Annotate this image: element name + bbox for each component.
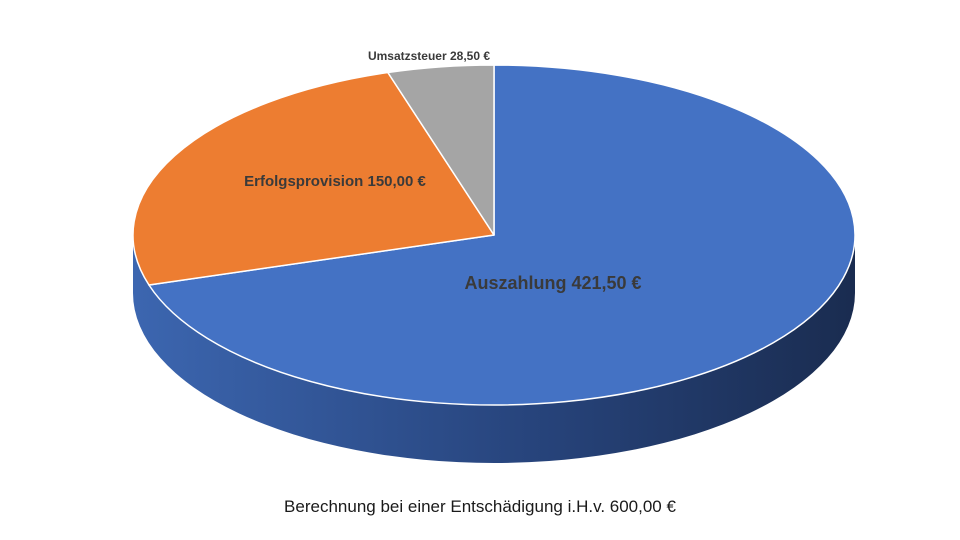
pie-label-layer: Auszahlung 421,50 € Erfolgsprovision 150,… — [244, 49, 641, 293]
pie-top-layer — [132, 64, 856, 406]
pie-slice-erfolgsprovision — [132, 71, 495, 286]
pie-slice-auszahlung — [148, 64, 856, 406]
pie-slice-umsatzsteuer — [387, 64, 495, 236]
slice-label-erfolgsprovision: Erfolgsprovision 150,00 € — [244, 173, 426, 190]
chart-caption: Berechnung bei einer Entschädigung i.H.v… — [284, 497, 676, 516]
slice-label-auszahlung: Auszahlung 421,50 € — [464, 273, 641, 293]
pie-side-wall — [133, 235, 855, 463]
pie-side-layer — [133, 235, 855, 463]
slice-label-umsatzsteuer: Umsatzsteuer 28,50 € — [368, 49, 490, 63]
